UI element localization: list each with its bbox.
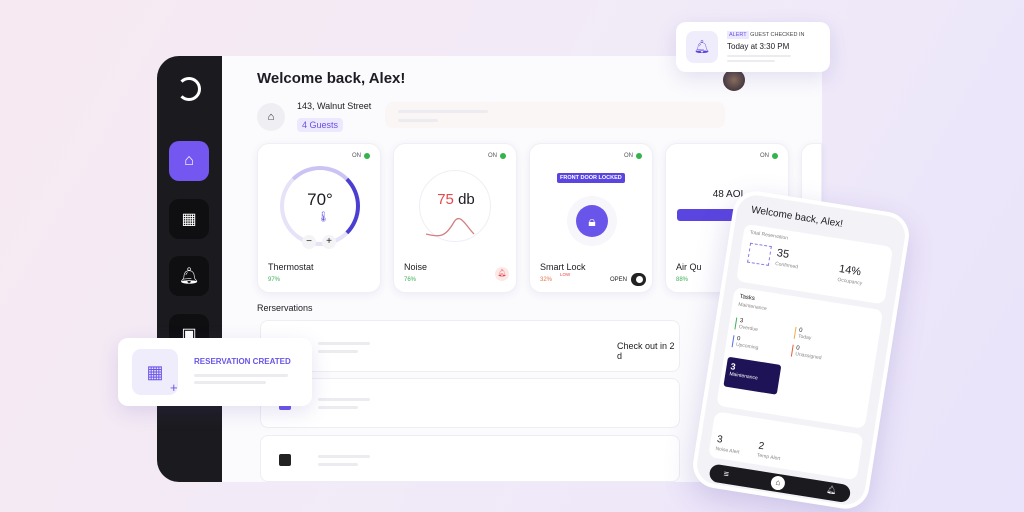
bell-alert-icon[interactable]: 🔔︎: [495, 267, 509, 281]
thermostat-card[interactable]: ON 70° 🌡︎ − + Thermostat 97%: [257, 143, 381, 293]
reservation-row[interactable]: Check out in 2 d: [260, 320, 680, 372]
noise-gauge: [419, 170, 491, 242]
sidebar: ⌂ ▦ 🔔︎ ▣: [157, 56, 227, 482]
sidebar-home-button[interactable]: ⌂: [169, 141, 209, 181]
reservations-heading: Rerservations: [257, 303, 313, 313]
low-badge: LOW: [560, 272, 571, 277]
guests-badge: 4 Guests: [297, 118, 344, 132]
thermometer-icon: 🌡︎: [317, 212, 330, 223]
card-percent: 76%: [404, 277, 417, 283]
card-percent: 32%: [540, 277, 553, 283]
status-on: ON: [488, 153, 506, 159]
home-icon: ⌂: [184, 152, 194, 169]
status-on: ON: [624, 153, 642, 159]
thermostat-dial: [280, 166, 360, 246]
maintenance-tile[interactable]: 3 Maintenance: [723, 356, 782, 395]
calendar-icon: [279, 454, 291, 466]
noise-value: 75 db: [437, 191, 475, 208]
reservation-row[interactable]: [260, 378, 680, 428]
noise-alert-label: Noise Alert: [715, 445, 740, 456]
menu-icon[interactable]: ≡: [722, 468, 730, 480]
bell-icon[interactable]: 🔔︎: [825, 484, 838, 496]
home-icon[interactable]: ⌂: [769, 475, 786, 492]
occupancy-value: 14%: [838, 263, 862, 279]
status-on: ON: [760, 153, 778, 159]
toast-label: RESERVATION CREATED: [194, 357, 291, 366]
sidebar-dashboard-button[interactable]: ▦: [169, 199, 209, 239]
confirmed-label: Confirmed: [774, 260, 799, 271]
sidebar-notifications-button[interactable]: 🔔︎: [169, 256, 209, 296]
card-name: Smart Lock: [540, 262, 586, 272]
task-stat: 3 Overdue: [734, 317, 760, 333]
bell-icon: 🔔︎: [686, 31, 718, 63]
open-toggle[interactable]: [631, 273, 646, 286]
bell-icon: 🔔︎: [178, 268, 200, 285]
address-bar-placeholder: [385, 102, 725, 128]
tasks-card: Tasks Maintenance 3 Overdue 0 Today 0 Upcom…: [716, 286, 884, 429]
alert-title: GUEST CHECKED IN: [750, 32, 805, 38]
alert-tag: ALERT: [727, 31, 749, 39]
task-stat: 0 Upcoming: [731, 335, 760, 352]
plus-icon: +: [170, 380, 178, 395]
lock-icon[interactable]: 🔒︎: [576, 205, 608, 237]
reservation-created-toast: ▦ + RESERVATION CREATED: [118, 338, 312, 406]
noise-card[interactable]: ON 75 db Noise 76% 🔔︎: [393, 143, 517, 293]
card-name: Air Qu: [676, 262, 702, 272]
noise-alert-value: 3: [716, 434, 724, 446]
card-percent: 97%: [268, 277, 281, 283]
building-icon: [747, 242, 772, 266]
reservation-row-text: Check out in 2 d: [617, 341, 675, 361]
task-stat: 0 Today: [793, 326, 813, 342]
temp-alert-label: Temp Alert: [756, 452, 781, 463]
tasks-subtitle: Maintenance: [737, 301, 768, 313]
status-on: ON: [352, 153, 370, 159]
tasks-title: Tasks: [739, 293, 756, 303]
noise-wave: [426, 217, 475, 237]
temp-alert-value: 2: [757, 440, 765, 453]
toggle-label: OPEN: [610, 277, 628, 283]
page-title: Welcome back, Alex!: [257, 70, 406, 87]
increase-button[interactable]: +: [322, 235, 336, 249]
card-percent: 88%: [676, 277, 689, 283]
occupancy-label: Occupancy: [836, 276, 863, 287]
air-value: 48 AOI: [712, 189, 744, 200]
card-name: Thermostat: [268, 262, 314, 272]
confirmed-value: 35: [775, 247, 790, 261]
alert-time: Today at 3:30 PM: [727, 42, 790, 51]
guest-alert-toast: 🔔︎ ALERT GUEST CHECKED IN Today at 3:30 …: [676, 22, 830, 72]
grid-icon: ▦: [181, 211, 197, 228]
house-icon: ⌂: [257, 103, 285, 131]
task-stat: 0 Unassigned: [790, 344, 823, 362]
address: 143, Walnut Street: [297, 101, 372, 111]
air-bar: [677, 209, 737, 221]
logo-icon: [177, 77, 201, 101]
calendar-icon: ▦: [132, 349, 178, 395]
card-name: Noise: [404, 262, 428, 272]
avatar[interactable]: [723, 69, 745, 91]
decrease-button[interactable]: −: [302, 235, 316, 249]
smart-lock-card[interactable]: ON FRONT DOOR LOCKED 🔒︎ Smart Lock 32% L…: [529, 143, 653, 293]
thermostat-value: 70°: [307, 190, 333, 209]
reservation-row[interactable]: [260, 435, 680, 482]
total-reservation-label: Total Reservation: [749, 229, 789, 242]
lock-status-badge: FRONT DOOR LOCKED: [557, 173, 625, 183]
